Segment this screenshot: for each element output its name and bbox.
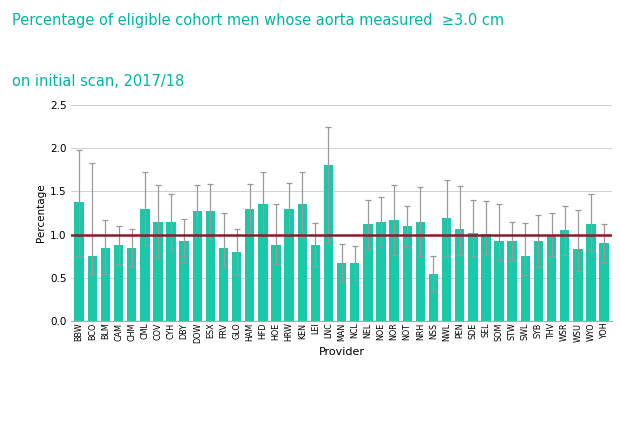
Bar [363,224,373,321]
Bar [600,243,609,321]
Bar [219,248,228,321]
Bar [324,166,333,321]
Bar [127,248,136,321]
Text: 14    NHS AAA Screening Programme, charts to support annual data tables, 2017/18: 14 NHS AAA Screening Programme, charts t… [11,414,451,424]
Bar [534,241,543,321]
Bar [153,222,162,321]
Bar [232,252,241,321]
Bar [573,250,583,321]
Bar [311,245,320,321]
Bar [272,245,281,321]
Bar [494,241,504,321]
Bar [100,248,110,321]
Bar [587,224,596,321]
Bar [285,209,294,321]
Bar [429,274,438,321]
Bar [245,209,254,321]
Bar [415,222,425,321]
X-axis label: Provider: Provider [319,347,365,357]
Bar [179,241,189,321]
Bar [206,212,215,321]
Bar [521,256,530,321]
Bar [337,263,347,321]
Bar [560,230,569,321]
Bar [140,209,149,321]
Bar [258,205,268,321]
Bar [298,205,307,321]
Bar [481,234,490,321]
Bar [166,222,175,321]
Bar [402,226,412,321]
Bar [547,235,556,321]
Bar [508,241,517,321]
Text: Percentage of eligible cohort men whose aorta measured  ≥3.0 cm: Percentage of eligible cohort men whose … [12,13,505,28]
Bar [114,245,123,321]
Bar [442,218,451,321]
Text: on initial scan, 2017/18: on initial scan, 2017/18 [12,74,185,89]
Bar [389,220,399,321]
Bar [74,202,84,321]
Y-axis label: Percentage: Percentage [35,184,46,243]
Bar [350,263,360,321]
Bar [87,256,97,321]
Bar [376,222,386,321]
Bar [455,229,464,321]
Bar [193,212,202,321]
Bar [468,233,477,321]
